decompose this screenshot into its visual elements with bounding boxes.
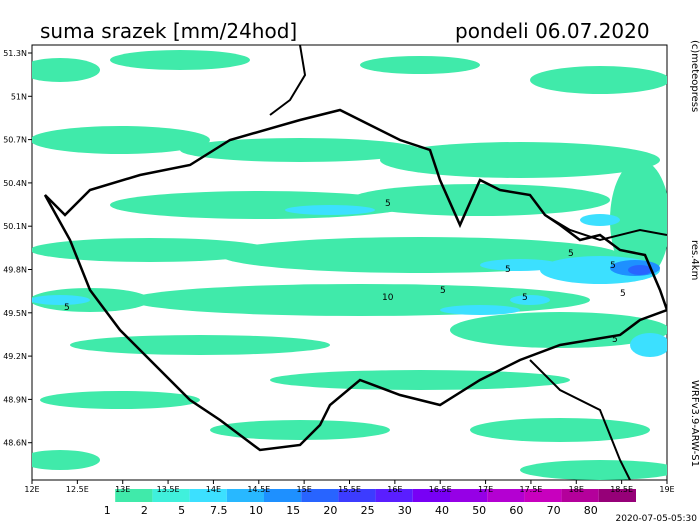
lon-tick-label: 15E <box>297 485 312 494</box>
colorbar-swatch <box>115 489 153 502</box>
contour-label: 5 <box>505 265 511 275</box>
colorbar-swatch <box>264 489 302 502</box>
contour-label: 5 <box>620 289 626 299</box>
lat-tick-label: 48.6N <box>3 439 27 448</box>
colorbar-swatch <box>598 489 636 502</box>
lat-tick-label: 50.7N <box>3 136 27 145</box>
colorbar-swatch <box>487 489 525 502</box>
colorbar-swatch <box>338 489 376 502</box>
colorbar-swatch <box>450 489 488 502</box>
lon-tick-label: 18.5E <box>610 485 633 494</box>
colorbar-label: 80 <box>584 504 598 517</box>
timestamp: 2020-07-05-05:30 <box>616 514 698 524</box>
resolution: res.4km <box>689 240 700 280</box>
colorbar-label: 5 <box>178 504 185 517</box>
colorbar-label: 25 <box>361 504 375 517</box>
colorbar-label: 1 <box>104 504 111 517</box>
lon-tick-label: 17.5E <box>519 485 542 494</box>
neighbor-border <box>269 45 667 480</box>
colorbar-label: 50 <box>472 504 486 517</box>
contour-label: 5 <box>522 293 528 303</box>
lon-tick-label: 14E <box>206 485 221 494</box>
lat-tick-label: 48.9N <box>3 395 27 404</box>
colorbar-swatch <box>189 489 227 502</box>
colorbar-label: 40 <box>435 504 449 517</box>
map-area <box>31 44 668 481</box>
contour-label: 5 <box>612 335 618 345</box>
colorbar-label: 15 <box>286 504 300 517</box>
lon-tick-label: 19E <box>659 485 674 494</box>
lon-tick-label: 16.5E <box>429 485 452 494</box>
contour-label: 5 <box>385 199 391 209</box>
lon-tick-label: 14.5E <box>247 485 270 494</box>
lon-tick-label: 12.5E <box>66 485 89 494</box>
colorbar-label: 20 <box>323 504 337 517</box>
contour-label: 5 <box>64 303 70 313</box>
lat-tick-label: 51.3N <box>3 49 27 58</box>
model: WRFv3.9-ARW-S1 <box>689 380 700 467</box>
colorbar-label: 7.5 <box>210 504 228 517</box>
lat-tick-label: 49.8N <box>3 266 27 275</box>
colorbar: 1 2 5 7.5 10 15 20 25 30 40 50 60 70 80 <box>78 489 636 517</box>
colorbar-label: 30 <box>398 504 412 517</box>
lon-tick-label: 13.5E <box>157 485 180 494</box>
lon-tick-label: 12E <box>24 485 39 494</box>
lon-tick-label: 17E <box>478 485 493 494</box>
colorbar-label: 60 <box>509 504 523 517</box>
lat-tick-label: 49.2N <box>3 352 27 361</box>
lat-tick-label: 50.1N <box>3 222 27 231</box>
colorbar-swatch <box>375 489 413 502</box>
lat-tick-label: 49.5N <box>3 309 27 318</box>
precip-fields <box>32 50 667 480</box>
contour-label: 5 <box>440 286 446 296</box>
colorbar-label: 10 <box>249 504 263 517</box>
colorbar-label: 2 <box>141 504 148 517</box>
colorbar-swatch <box>226 489 264 502</box>
lon-tick-label: 18E <box>569 485 584 494</box>
contour-label: 10 <box>382 293 394 303</box>
lon-tick-label: 15.5E <box>338 485 361 494</box>
colorbar-swatch <box>301 489 339 502</box>
colorbar-swatch <box>524 489 562 502</box>
copyright: (c)meteopress <box>689 40 700 112</box>
lat-tick-label: 51N <box>11 92 27 101</box>
contour-label: 5 <box>568 249 574 259</box>
colorbar-swatch <box>152 489 190 502</box>
title: suma srazek [mm/24hod] <box>40 19 297 43</box>
lat-tick-label: 50.4N <box>3 179 27 188</box>
lon-tick-label: 13E <box>115 485 130 494</box>
colorbar-swatch <box>561 489 599 502</box>
contour-label: 5 <box>610 261 616 271</box>
colorbar-swatch <box>78 489 116 502</box>
lon-tick-label: 16E <box>387 485 402 494</box>
colorbar-swatch <box>412 489 450 502</box>
country-border <box>43 108 667 452</box>
date: pondeli 06.07.2020 <box>455 19 650 43</box>
colorbar-label: 70 <box>547 504 561 517</box>
